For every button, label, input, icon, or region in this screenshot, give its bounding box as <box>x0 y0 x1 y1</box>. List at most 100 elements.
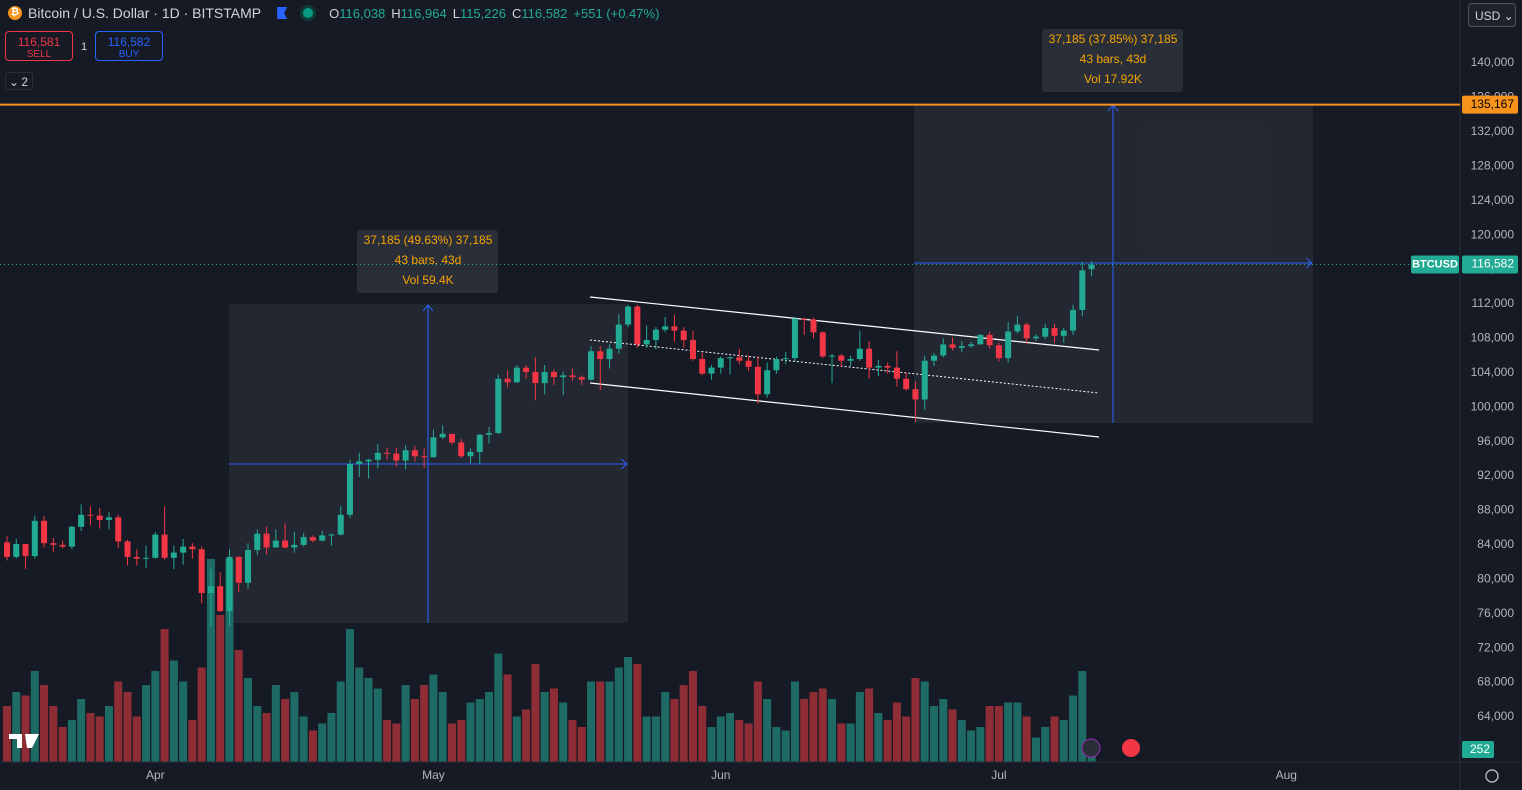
volume-bar <box>911 678 920 762</box>
candle-body <box>782 358 789 360</box>
measure-change: 37,185 (49.63%) 37,185 <box>364 233 493 247</box>
volume-bar <box>206 559 215 762</box>
volume-bar <box>123 692 132 762</box>
measure-label-box <box>357 230 498 293</box>
y-tick-label: 112,000 <box>1472 296 1515 310</box>
volume-bar <box>392 723 401 762</box>
volume-bar <box>985 706 994 762</box>
buy-button[interactable]: 116,582 BUY <box>95 31 163 61</box>
candle-body <box>170 552 177 558</box>
volume-bar <box>698 706 707 762</box>
x-tick-label: Apr <box>146 768 165 782</box>
volume-bar <box>670 699 679 762</box>
candle-body <box>31 520 38 557</box>
measure-bars: 43 bars, 43d <box>395 253 462 267</box>
ohlc-item: L115,226 <box>453 6 506 21</box>
candle-body <box>115 517 122 542</box>
volume-bar <box>438 692 447 762</box>
candle-body <box>217 586 224 612</box>
candle-body <box>374 452 381 460</box>
candle-body <box>893 367 900 379</box>
candle-body <box>541 371 548 384</box>
volume-bar <box>77 699 86 762</box>
candle-body <box>680 330 687 341</box>
candle-body <box>634 306 641 345</box>
volume-bar <box>308 730 317 762</box>
candle-body <box>699 359 706 374</box>
candle-body <box>662 326 669 330</box>
candle-body <box>421 456 428 458</box>
candle-body <box>1032 336 1039 339</box>
volume-bar <box>401 685 410 762</box>
candle-body <box>254 533 261 551</box>
volume-bar <box>540 692 549 762</box>
volume-bar <box>763 699 772 762</box>
volume-bar <box>21 695 30 762</box>
volume-bar <box>855 692 864 762</box>
candle-body <box>1079 270 1086 310</box>
volume-bar <box>642 716 651 762</box>
candle-body <box>643 340 650 345</box>
buy-label: BUY <box>118 49 140 60</box>
currency-select[interactable]: USD ⌄ <box>1468 3 1516 27</box>
volume-badge <box>1462 741 1494 758</box>
candle-body <box>847 359 854 361</box>
flag-icon[interactable] <box>277 7 288 19</box>
volume-bar <box>753 681 762 762</box>
event-icon[interactable] <box>1122 739 1140 757</box>
volume-bar <box>114 681 123 762</box>
volume-bar <box>104 706 113 762</box>
y-tick-label: 92,000 <box>1477 468 1514 482</box>
volume-bar <box>772 727 781 762</box>
volume-bar <box>12 692 21 762</box>
candle-body <box>903 378 910 390</box>
candle-body <box>1051 328 1058 336</box>
candle-body <box>866 348 873 368</box>
volume-bar <box>169 660 178 762</box>
candle-body <box>773 359 780 371</box>
candle-body <box>708 367 715 374</box>
x-tick-label: May <box>422 768 445 782</box>
candle-body <box>856 348 863 360</box>
volume-bar <box>559 702 568 762</box>
quantity[interactable]: 1 <box>81 41 88 53</box>
y-tick-label: 68,000 <box>1477 675 1514 689</box>
y-tick-label: 88,000 <box>1477 503 1514 517</box>
volume-bar <box>809 692 818 762</box>
volume-bar <box>447 723 456 762</box>
y-tick-label: 104,000 <box>1471 365 1515 379</box>
candle-body <box>402 450 409 461</box>
volume-bar <box>512 716 521 762</box>
ohlc-change-wrap: +551 (+0.47%) <box>573 6 659 21</box>
tv-logo[interactable] <box>8 733 40 749</box>
candle-body <box>1014 324 1021 332</box>
candle-body <box>625 306 632 325</box>
symbol-title[interactable]: Bitcoin / U.S. Dollar · 1D · BITSTAMP <box>28 5 262 21</box>
ohlc-value: 116,038 <box>339 5 386 21</box>
volume-bar <box>410 699 419 762</box>
volume-bar <box>216 615 225 762</box>
candle-body <box>995 345 1002 359</box>
measure-label-box <box>1042 29 1183 92</box>
sell-button[interactable]: 116,581 SELL <box>5 31 73 61</box>
volume-bar <box>383 720 392 762</box>
y-tick-label: 132,000 <box>1471 124 1515 138</box>
y-tick-label: 100,000 <box>1471 399 1515 413</box>
volume-bar <box>846 723 855 762</box>
volume-bar <box>920 681 929 762</box>
volume-bar <box>271 685 280 762</box>
settings-icon[interactable] <box>1485 769 1499 783</box>
candle-body <box>180 546 187 553</box>
volume-bar <box>503 674 512 762</box>
volume-bar <box>364 678 373 762</box>
volume-bar <box>577 727 586 762</box>
volume-bar <box>874 713 883 762</box>
candle-body <box>133 556 140 559</box>
indicators-toggle[interactable]: ⌄ 2 <box>5 72 33 90</box>
volume-bar <box>1078 671 1087 762</box>
channel <box>589 296 1100 438</box>
candle-body <box>1023 324 1030 339</box>
event-icon[interactable] <box>1081 738 1101 758</box>
volume-bar <box>318 723 327 762</box>
